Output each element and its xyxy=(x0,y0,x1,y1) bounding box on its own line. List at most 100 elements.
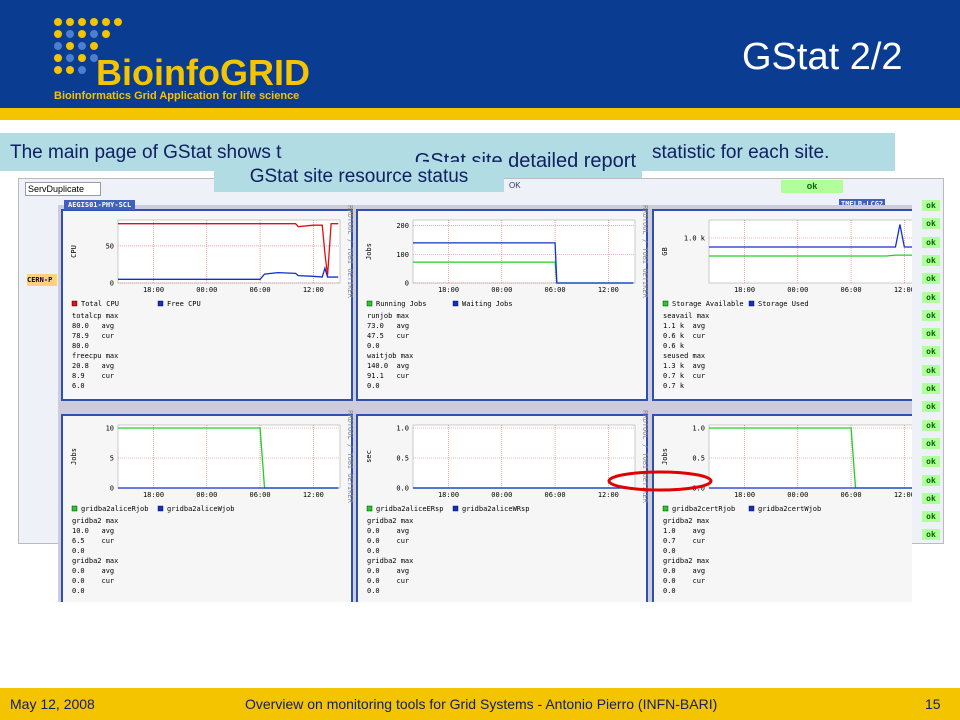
x-tick-label: 06:00 xyxy=(545,286,566,294)
y-axis-label: Jobs xyxy=(661,448,669,465)
x-tick-label: 12:00 xyxy=(894,491,912,499)
stat-line: 0.0 cur xyxy=(367,577,409,585)
footer-band xyxy=(0,688,960,720)
legend-label: Free CPU xyxy=(167,300,201,308)
logo-dots xyxy=(54,18,122,74)
y-tick-label: 10 xyxy=(106,425,114,433)
plot-area xyxy=(412,219,636,284)
ok-cell: ok xyxy=(922,218,940,230)
stat-line: freecpu max xyxy=(72,352,118,360)
header-stripe xyxy=(0,108,960,120)
x-tick-label: 06:00 xyxy=(841,491,862,499)
y-tick-label: 0.5 xyxy=(692,455,705,463)
stat-line: 10.0 avg xyxy=(72,527,114,535)
stat-line: 47.5 cur xyxy=(367,332,409,340)
plot-area xyxy=(708,424,912,489)
stat-line: gridba2 max xyxy=(663,557,709,565)
stat-line: 140.0 avg xyxy=(367,362,409,370)
stat-line: 0.0 avg xyxy=(367,567,409,575)
stat-line: 78.9 cur xyxy=(72,332,114,340)
stat-line: gridba2 max xyxy=(72,557,118,565)
stat-line: 0.0 xyxy=(367,547,380,555)
ok-cell: ok xyxy=(922,529,940,541)
series-line xyxy=(118,223,339,276)
y-tick-label: 0.0 xyxy=(692,485,705,493)
x-tick-label: 06:00 xyxy=(841,286,862,294)
logo-text: BioinfoGRID xyxy=(96,52,310,93)
ok-cell: ok xyxy=(922,511,940,523)
stat-line: 0.7 k cur xyxy=(663,372,705,380)
legend-label: Waiting Jobs xyxy=(462,300,513,308)
y-tick-label: 0.5 xyxy=(396,455,409,463)
ok-cell: ok xyxy=(922,492,940,504)
stat-line: 0.0 avg xyxy=(663,567,705,575)
stat-line: 20.8 avg xyxy=(72,362,114,370)
x-tick-label: 18:00 xyxy=(438,286,459,294)
rrd-credit: RRDTOOL / TOBI OETIKER xyxy=(641,205,649,299)
x-tick-label: 18:00 xyxy=(734,491,755,499)
stat-line: 0.0 xyxy=(72,587,85,595)
legend-label: Running Jobs xyxy=(376,300,427,308)
service-cell: ServDuplicate xyxy=(25,182,101,196)
legend-swatch xyxy=(366,505,373,512)
x-tick-label: 06:00 xyxy=(545,491,566,499)
x-tick-label: 00:00 xyxy=(196,491,217,499)
stat-line: 73.0 avg xyxy=(367,322,409,330)
x-tick-label: 18:00 xyxy=(143,286,164,294)
footer-page: 15 xyxy=(925,696,941,712)
stat-line: 0.0 xyxy=(367,587,380,595)
series-line xyxy=(118,265,339,280)
y-tick-label: 50 xyxy=(106,242,114,250)
series-line xyxy=(413,242,634,284)
y-axis-label: CPU xyxy=(70,245,78,258)
stat-line: 0.0 xyxy=(72,547,85,555)
legend-label: Storage Used xyxy=(758,300,809,308)
x-tick-label: 12:00 xyxy=(598,491,619,499)
stat-line: 0.0 xyxy=(367,382,380,390)
ok-cell: ok xyxy=(922,200,940,211)
stat-line: 0.0 xyxy=(367,342,380,350)
rrd-credit: RRDTOOL / TOBI OETIKER xyxy=(346,205,354,299)
caption-right: statistic for each site. xyxy=(652,142,830,163)
resource-label: GStat site resource status xyxy=(214,162,504,192)
y-tick-label: 200 xyxy=(396,222,409,230)
stat-line: 0.7 k xyxy=(663,382,685,390)
x-tick-label: 12:00 xyxy=(303,286,324,294)
x-tick-label: 00:00 xyxy=(196,286,217,294)
site-cell: CERN-P xyxy=(27,274,57,286)
ok-cell: ok xyxy=(922,437,940,449)
x-tick-label: 12:00 xyxy=(303,491,324,499)
caption-left: The main page of GStat shows t xyxy=(10,142,282,163)
ok-cell: ok xyxy=(922,309,940,321)
y-tick-label: 5 xyxy=(110,455,114,463)
legend-label: gridba2aliceWRsp xyxy=(462,505,529,513)
stat-line: 0.6 k xyxy=(663,342,685,350)
legend-label: gridba2aliceRjob xyxy=(81,505,148,513)
logo-tagline: Bioinformatics Grid Application for life… xyxy=(54,90,300,102)
y-tick-label: 0 xyxy=(405,280,409,288)
ok-cell: ok xyxy=(922,383,940,394)
legend-swatch xyxy=(71,300,78,307)
legend-swatch xyxy=(452,505,459,512)
y-axis-label: sec xyxy=(365,450,373,463)
stat-line: 1.1 k avg xyxy=(663,322,705,330)
y-tick-label: 0.0 xyxy=(396,485,409,493)
front-window: 0 50 18:00 00:00 06:00 12:00 CPU RRDTOOL / TOBI… xyxy=(58,205,912,602)
slide-title: GStat 2/2 xyxy=(742,36,903,78)
x-tick-label: 12:00 xyxy=(894,286,912,294)
stat-line: gridba2 max xyxy=(663,517,709,525)
ok-cell: ok xyxy=(922,254,940,266)
rrd-credit: RRDTOOL / TOBI OETIKER xyxy=(346,410,354,504)
x-tick-label: 00:00 xyxy=(491,491,512,499)
plot-area xyxy=(412,424,636,489)
plot-area xyxy=(117,424,341,489)
x-tick-label: 18:00 xyxy=(734,286,755,294)
legend-label: Storage Available xyxy=(672,300,744,308)
legend-label: gridba2certWjob xyxy=(758,505,821,513)
panels: 0 50 18:00 00:00 06:00 12:00 CPU RRDTOOL / TOBI… xyxy=(61,205,912,602)
legend-swatch xyxy=(157,300,164,307)
front-site: AEGIS01-PHY-SCL xyxy=(64,200,136,210)
status-cell: ok xyxy=(781,180,843,193)
